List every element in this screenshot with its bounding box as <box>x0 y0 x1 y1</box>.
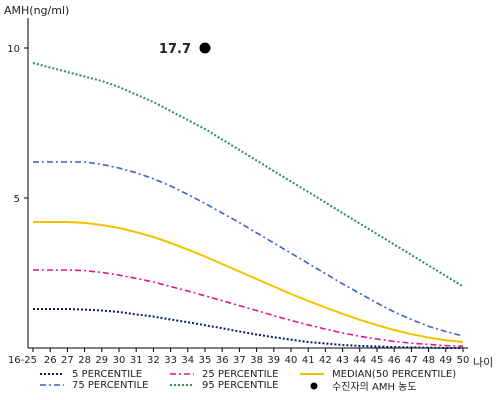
x-tick-label: 38 <box>250 355 263 366</box>
legend-label: 95 PERCENTILE <box>202 380 278 391</box>
x-tick-label: 46 <box>388 355 401 366</box>
series-line-5-percentile <box>33 308 463 349</box>
x-tick-label: 47 <box>405 355 418 366</box>
patient-amh-value-label: 17.7 <box>159 42 191 57</box>
x-tick-label: 16-25 <box>8 355 37 366</box>
patient-point-layer: 17.7 <box>159 42 211 57</box>
x-tick-label: 32 <box>147 355 160 366</box>
x-tick-label: 35 <box>199 355 212 366</box>
x-tick-label: 39 <box>267 355 280 366</box>
x-tick-label: 28 <box>78 355 91 366</box>
y-tick-label: 5 <box>14 194 20 205</box>
x-tick-label: 42 <box>319 355 332 366</box>
x-axis-title: 나이 <box>473 356 493 369</box>
x-tick-label: 33 <box>164 355 177 366</box>
series-line-25-percentile <box>33 269 464 347</box>
y-axis-title: AMH(ng/ml) <box>4 4 69 17</box>
x-ticks: 16-25 26 27 28 29 30 31 32 33 34 35 36 37 38 39 40 41 42 4… <box>8 348 469 366</box>
x-tick-label: 44 <box>353 355 366 366</box>
axes <box>27 18 468 349</box>
series-line-median-50-percentile <box>33 221 464 343</box>
x-tick-label: 31 <box>130 355 143 366</box>
series-line-75-percentile <box>33 161 464 337</box>
legend-label: MEDIAN(50 PERCENTILE) <box>332 369 456 380</box>
x-tick-label: 41 <box>302 355 315 366</box>
x-tick-label: 29 <box>95 355 108 366</box>
x-tick-label: 36 <box>216 355 229 366</box>
legend-label: 5 PERCENTILE <box>72 369 142 380</box>
legend-label: 75 PERCENTILE <box>72 380 148 391</box>
patient-amh-point <box>199 42 211 54</box>
y-ticks: 5 10 <box>7 44 28 205</box>
legend: 5 PERCENTILE 25 PERCENTILE MEDIAN(50 PERCE… <box>40 369 456 393</box>
x-tick-label: 50 <box>457 355 470 366</box>
x-tick-label: 48 <box>422 355 435 366</box>
x-tick-label: 26 <box>44 355 57 366</box>
series-line-95-percentile <box>32 62 464 288</box>
series-lines <box>32 62 464 349</box>
x-tick-label: 30 <box>113 355 126 366</box>
legend-label: 수진자의 AMH 농도 <box>332 381 417 393</box>
x-tick-label: 40 <box>285 355 298 366</box>
legend-point-marker <box>310 382 318 390</box>
x-tick-label: 45 <box>371 355 384 366</box>
x-tick-label: 34 <box>181 355 194 366</box>
x-tick-label: 43 <box>336 355 349 366</box>
x-tick-label: 49 <box>439 355 452 366</box>
x-tick-label: 27 <box>61 355 74 366</box>
y-tick-label: 10 <box>7 44 20 55</box>
x-tick-label: 37 <box>233 355 246 366</box>
legend-label: 25 PERCENTILE <box>202 369 278 380</box>
